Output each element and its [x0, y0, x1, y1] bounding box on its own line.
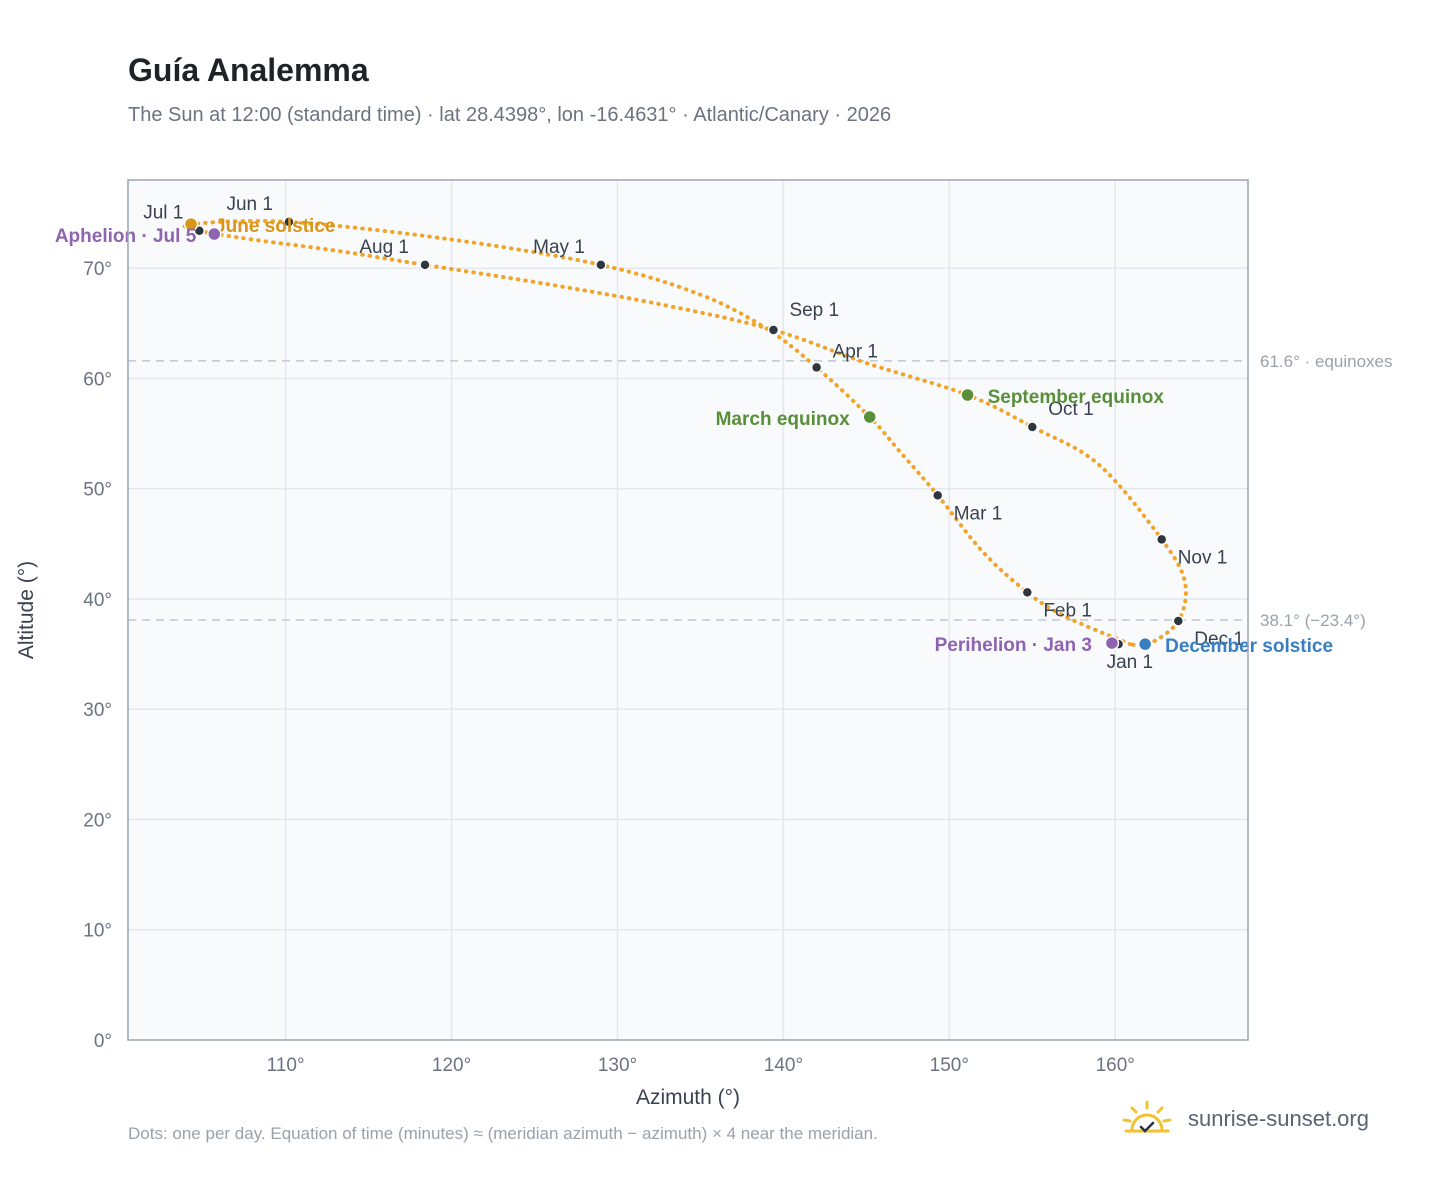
y-tick-label: 30°: [83, 700, 112, 721]
event-label: March equinox: [716, 409, 851, 430]
month-marker: [1021, 586, 1034, 599]
event-marker: [1137, 636, 1153, 652]
y-tick-label: 40°: [83, 590, 112, 611]
month-markers: Jan 1 Feb 1 Mar 1 Apr 1 May 1 Jun 1 Jul 1 Aug 1…: [143, 194, 1244, 673]
x-tick-label: 140°: [764, 1055, 803, 1076]
month-label: Aug 1: [359, 237, 409, 258]
reference-line-label: 61.6° · equinoxes: [1260, 352, 1393, 371]
reference-line-label: 38.1° (−23.4°): [1260, 611, 1366, 630]
month-label: Jun 1: [226, 194, 272, 215]
month-label: May 1: [533, 237, 585, 258]
month-label: Oct 1: [1048, 399, 1093, 420]
sun-logo-icon: [1122, 1100, 1172, 1133]
reference-lines: 61.6° · equinoxes 38.1° (−23.4°): [128, 352, 1393, 630]
x-tick-label: 150°: [930, 1055, 969, 1076]
month-marker: [810, 361, 823, 374]
month-label: Jan 1: [1107, 652, 1153, 673]
y-axis-label: Altitude (°): [15, 561, 38, 659]
month-label: Apr 1: [833, 341, 878, 362]
x-tick-label: 120°: [432, 1055, 471, 1076]
plot-area: [128, 180, 1248, 1040]
x-tick-label: 130°: [598, 1055, 637, 1076]
month-marker: [767, 324, 780, 336]
footnote: Dots: one per day. Equation of time (min…: [128, 1124, 878, 1143]
x-tick-label: 110°: [267, 1055, 305, 1076]
y-tick-label: 50°: [83, 480, 112, 501]
y-tick-label: 70°: [83, 259, 112, 280]
event-marker: [960, 387, 975, 403]
event-label: June solstice: [215, 216, 335, 237]
month-label: Jul 1: [143, 203, 183, 224]
event-marker: [183, 216, 199, 232]
event-label: Aphelion · Jul 5: [55, 226, 197, 247]
chart-subtitle: The Sun at 12:00 (standard time) · lat 2…: [128, 104, 892, 126]
y-tick-label: 0°: [94, 1031, 112, 1052]
event-markers: June solstice Aphelion · Jul 5 March equin…: [55, 216, 1333, 657]
month-marker: [283, 216, 295, 228]
event-label: December solstice: [1165, 636, 1333, 657]
y-tick-label: 10°: [83, 921, 112, 942]
chart-title: Guía Analemma: [128, 52, 369, 88]
brand-name: sunrise-sunset.org: [1188, 1106, 1369, 1131]
event-marker: [207, 226, 222, 242]
month-label: Dec 1: [1194, 629, 1244, 650]
axis-ticks: 110° 120° 130° 140° 150° 160° 0° 10° 20° 30° 40° 50…: [83, 259, 1135, 1076]
month-label: Nov 1: [1178, 547, 1228, 568]
y-tick-label: 20°: [83, 810, 112, 831]
month-marker: [1155, 533, 1168, 546]
month-label: Mar 1: [954, 503, 1003, 524]
event-marker: [1104, 635, 1120, 651]
event-label: September equinox: [988, 387, 1165, 408]
plot-border: [127, 179, 1249, 1041]
month-marker: [1026, 421, 1039, 433]
event-marker: [862, 409, 877, 425]
brand-logo[interactable]: sunrise-sunset.org: [1120, 1100, 1369, 1138]
month-marker: [595, 259, 607, 271]
month-marker: [419, 259, 431, 271]
month-label: Sep 1: [789, 300, 839, 321]
month-marker: [1172, 615, 1185, 627]
y-tick-label: 60°: [83, 369, 112, 390]
grid-lines: [128, 180, 1248, 1040]
analemma-path: [182, 218, 1188, 648]
month-label: Feb 1: [1043, 600, 1092, 621]
analemma-daily-dots: [182, 218, 1188, 648]
month-marker: [931, 489, 944, 502]
event-label: Perihelion · Jan 3: [935, 635, 1092, 656]
x-tick-label: 160°: [1096, 1055, 1135, 1076]
x-axis-label: Azimuth (°): [636, 1086, 740, 1109]
